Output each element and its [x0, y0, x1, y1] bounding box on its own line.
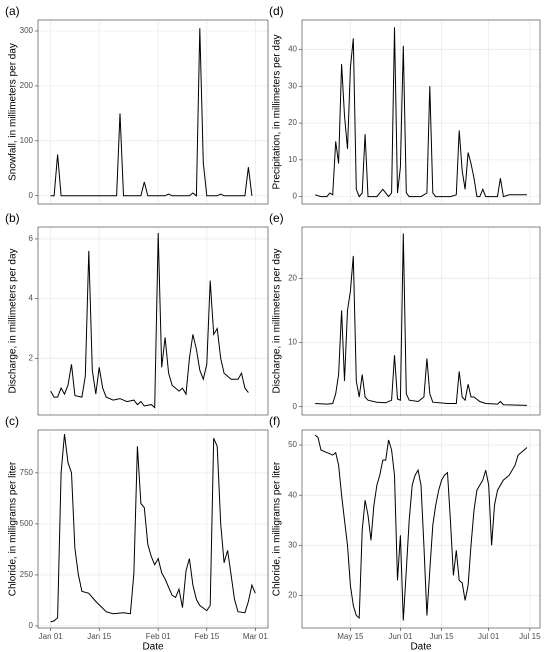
y-tick-label: 0 — [29, 621, 34, 630]
panel-label: (c) — [5, 414, 19, 428]
x-axis-label: Date — [142, 642, 164, 652]
x-tick-label: Jul 01 — [478, 632, 500, 641]
panel-label: (f) — [269, 414, 280, 428]
x-tick-label: May 15 — [337, 632, 364, 641]
y-tick-label: 0 — [293, 192, 298, 201]
line — [315, 233, 527, 406]
line — [314, 434, 528, 621]
x-tick-label: Feb 01 — [146, 632, 171, 641]
panel-label: (b) — [5, 211, 20, 225]
x-tick-label: Mar 01 — [243, 632, 268, 641]
y-tick-label: 10 — [288, 155, 297, 164]
y-tick-label: 50 — [288, 440, 297, 449]
x-tick-label: Jan 01 — [39, 632, 64, 641]
y-axis-label: Precipitation, in millimeters per day — [272, 34, 283, 189]
y-tick-label: 250 — [20, 570, 34, 579]
y-tick-label: 300 — [20, 26, 34, 35]
panel-border — [301, 226, 541, 416]
panel-border — [37, 19, 269, 205]
y-tick-label: 6 — [29, 234, 34, 243]
y-axis-label: Discharge, in millimeters per day — [8, 248, 19, 393]
panel-label: (d) — [269, 4, 284, 18]
x-tick-label: Jun 15 — [430, 632, 455, 641]
y-tick-label: 200 — [20, 81, 34, 90]
y-tick-label: 4 — [29, 294, 34, 303]
panel-label: (e) — [269, 211, 284, 225]
y-tick-label: 20 — [288, 591, 297, 600]
y-tick-label: 500 — [20, 519, 34, 528]
line — [50, 434, 256, 623]
x-axis-label: Date — [410, 642, 432, 652]
panel-border — [301, 429, 541, 629]
y-axis-label: Chloride, in milligrams per liter — [8, 461, 19, 596]
y-tick-label: 10 — [288, 338, 297, 347]
x-tick-label: Jun 01 — [388, 632, 413, 641]
y-tick-label: 20 — [288, 118, 297, 127]
y-tick-label: 30 — [288, 540, 297, 549]
y-tick-label: 40 — [288, 490, 297, 499]
panel-border — [301, 19, 541, 205]
y-axis-label: Chloride, in milligrams per liter — [272, 461, 283, 596]
line — [314, 27, 527, 198]
y-tick-label: 20 — [288, 273, 297, 282]
y-tick-label: 100 — [20, 136, 34, 145]
y-axis-label: Discharge, in millimeters per day — [272, 248, 283, 393]
x-tick-label: Jul 15 — [519, 632, 541, 641]
panel-border — [37, 226, 269, 416]
panel-border — [37, 429, 269, 629]
x-tick-label: Jan 15 — [87, 632, 112, 641]
y-tick-label: 40 — [288, 45, 297, 54]
line — [50, 28, 253, 197]
y-tick-label: 2 — [29, 353, 34, 362]
y-tick-label: 0 — [293, 402, 298, 411]
y-tick-label: 750 — [20, 468, 34, 477]
x-tick-label: Feb 15 — [194, 632, 219, 641]
y-tick-label: 30 — [288, 81, 297, 90]
panel-label: (a) — [5, 4, 20, 18]
y-tick-label: 0 — [29, 191, 34, 200]
line — [50, 232, 249, 409]
y-axis-label: Snowfall, in millimeters per day — [8, 43, 19, 181]
